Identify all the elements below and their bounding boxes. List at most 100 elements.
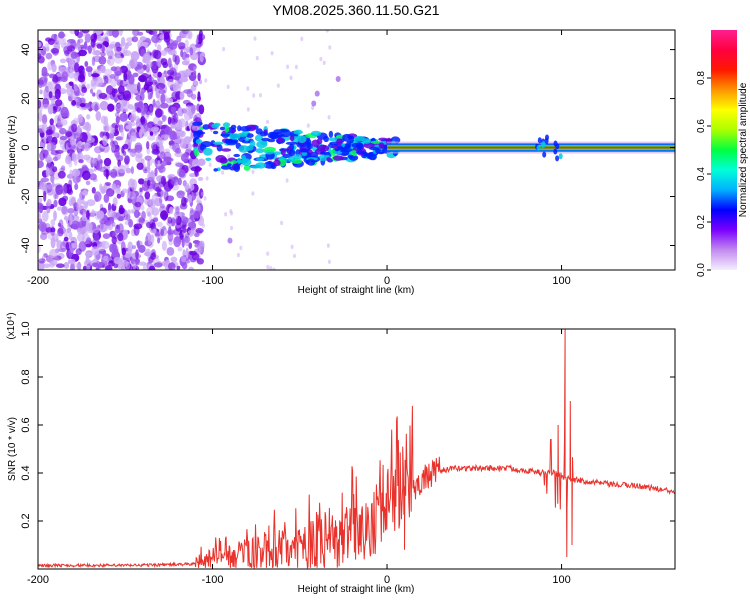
noise-speckle bbox=[93, 32, 97, 41]
noise-speckle bbox=[151, 126, 159, 132]
noise-speckle bbox=[128, 219, 134, 228]
noise-speckle bbox=[59, 58, 67, 64]
noise-speckle bbox=[119, 112, 128, 122]
energy-blob bbox=[190, 166, 202, 172]
noise-speckle bbox=[104, 220, 112, 226]
energy-blob bbox=[328, 130, 334, 138]
noise-speckle bbox=[175, 222, 182, 232]
noise-speckle bbox=[290, 244, 294, 249]
energy-blob bbox=[326, 157, 331, 161]
noise-speckle bbox=[246, 86, 250, 91]
noise-speckle bbox=[140, 204, 145, 211]
noise-speckle bbox=[152, 251, 156, 258]
noise-speckle bbox=[167, 78, 175, 88]
noise-speckle bbox=[45, 167, 50, 178]
noise-speckle bbox=[74, 62, 80, 73]
noise-speckle bbox=[187, 30, 193, 40]
noise-speckle bbox=[42, 104, 50, 109]
energy-blob bbox=[368, 153, 377, 161]
noise-speckle bbox=[149, 131, 154, 136]
noise-speckle bbox=[70, 51, 78, 59]
colorbar-tick-label: 0.0 bbox=[696, 263, 707, 277]
noise-speckle bbox=[47, 81, 57, 89]
noise-speckle bbox=[300, 36, 304, 42]
noise-speckle bbox=[45, 46, 50, 52]
spectrogram-heat bbox=[38, 30, 675, 270]
energy-blob bbox=[555, 155, 560, 162]
noise-speckle bbox=[145, 248, 151, 257]
noise-speckle bbox=[76, 226, 83, 235]
noise-speckle bbox=[39, 139, 46, 151]
noise-speckle bbox=[65, 83, 70, 89]
noise-speckle bbox=[94, 76, 104, 88]
noise-speckle bbox=[108, 30, 113, 37]
noise-speckle bbox=[82, 170, 91, 181]
energy-blob bbox=[230, 124, 237, 130]
noise-speckle bbox=[68, 72, 75, 79]
noise-speckle bbox=[57, 170, 66, 179]
noise-speckle bbox=[60, 165, 66, 171]
noise-speckle bbox=[85, 180, 91, 186]
noise-speckle bbox=[188, 266, 194, 270]
noise-speckle bbox=[95, 267, 100, 270]
noise-speckle bbox=[90, 209, 96, 218]
noise-speckle bbox=[326, 243, 330, 248]
noise-speckle bbox=[114, 97, 118, 103]
noise-speckle bbox=[100, 219, 104, 230]
noise-speckle bbox=[139, 128, 143, 139]
y-tick-label: -40 bbox=[20, 238, 32, 254]
noise-speckle bbox=[170, 256, 178, 263]
energy-blob bbox=[311, 100, 317, 107]
noise-speckle bbox=[86, 199, 96, 207]
energy-blob bbox=[241, 158, 252, 166]
noise-speckle bbox=[147, 234, 152, 246]
noise-speckle bbox=[47, 38, 56, 45]
noise-speckle bbox=[98, 36, 106, 42]
noise-speckle bbox=[57, 227, 64, 237]
noise-speckle bbox=[68, 57, 75, 69]
noise-speckle bbox=[66, 228, 72, 233]
noise-speckle bbox=[108, 43, 116, 49]
noise-speckle bbox=[74, 183, 79, 190]
noise-speckle bbox=[40, 177, 50, 183]
noise-speckle bbox=[75, 248, 82, 256]
noise-speckle bbox=[69, 30, 76, 35]
noise-speckle bbox=[60, 106, 69, 118]
noise-speckle bbox=[56, 206, 63, 211]
noise-speckle bbox=[129, 148, 137, 157]
noise-speckle bbox=[59, 127, 67, 135]
noise-speckle bbox=[160, 210, 169, 220]
noise-speckle bbox=[149, 92, 153, 99]
noise-speckle bbox=[65, 242, 70, 251]
noise-speckle bbox=[142, 64, 147, 71]
noise-speckle bbox=[122, 229, 129, 240]
noise-speckle bbox=[137, 82, 141, 92]
noise-speckle bbox=[103, 68, 113, 76]
noise-speckle bbox=[293, 253, 296, 259]
energy-blob bbox=[227, 163, 232, 167]
noise-speckle bbox=[189, 209, 197, 220]
energy-blob bbox=[362, 138, 372, 144]
noise-speckle bbox=[197, 176, 204, 181]
snr-series-line bbox=[38, 329, 675, 569]
noise-speckle bbox=[255, 55, 259, 61]
noise-speckle bbox=[127, 148, 133, 153]
noise-speckle bbox=[61, 205, 68, 215]
energy-blob bbox=[219, 157, 228, 164]
noise-speckle bbox=[184, 185, 190, 190]
noise-speckle bbox=[73, 83, 78, 91]
snr-panel: -200 -100 0 100 0.2 0.4 0.6 0.8 1.0 Height of st… bbox=[6, 312, 676, 595]
noise-speckle bbox=[113, 144, 121, 152]
noise-speckle bbox=[144, 155, 152, 161]
energy-blob bbox=[310, 130, 322, 137]
energy-blob bbox=[239, 126, 252, 132]
noise-speckle bbox=[115, 185, 121, 195]
energy-blob bbox=[260, 140, 268, 146]
noise-speckle bbox=[60, 119, 68, 126]
noise-speckle bbox=[118, 85, 125, 94]
noise-speckle bbox=[59, 136, 68, 141]
energy-blob bbox=[536, 145, 541, 151]
noise-speckle bbox=[63, 215, 69, 221]
noise-speckle bbox=[170, 115, 178, 125]
noise-speckle bbox=[71, 220, 80, 230]
